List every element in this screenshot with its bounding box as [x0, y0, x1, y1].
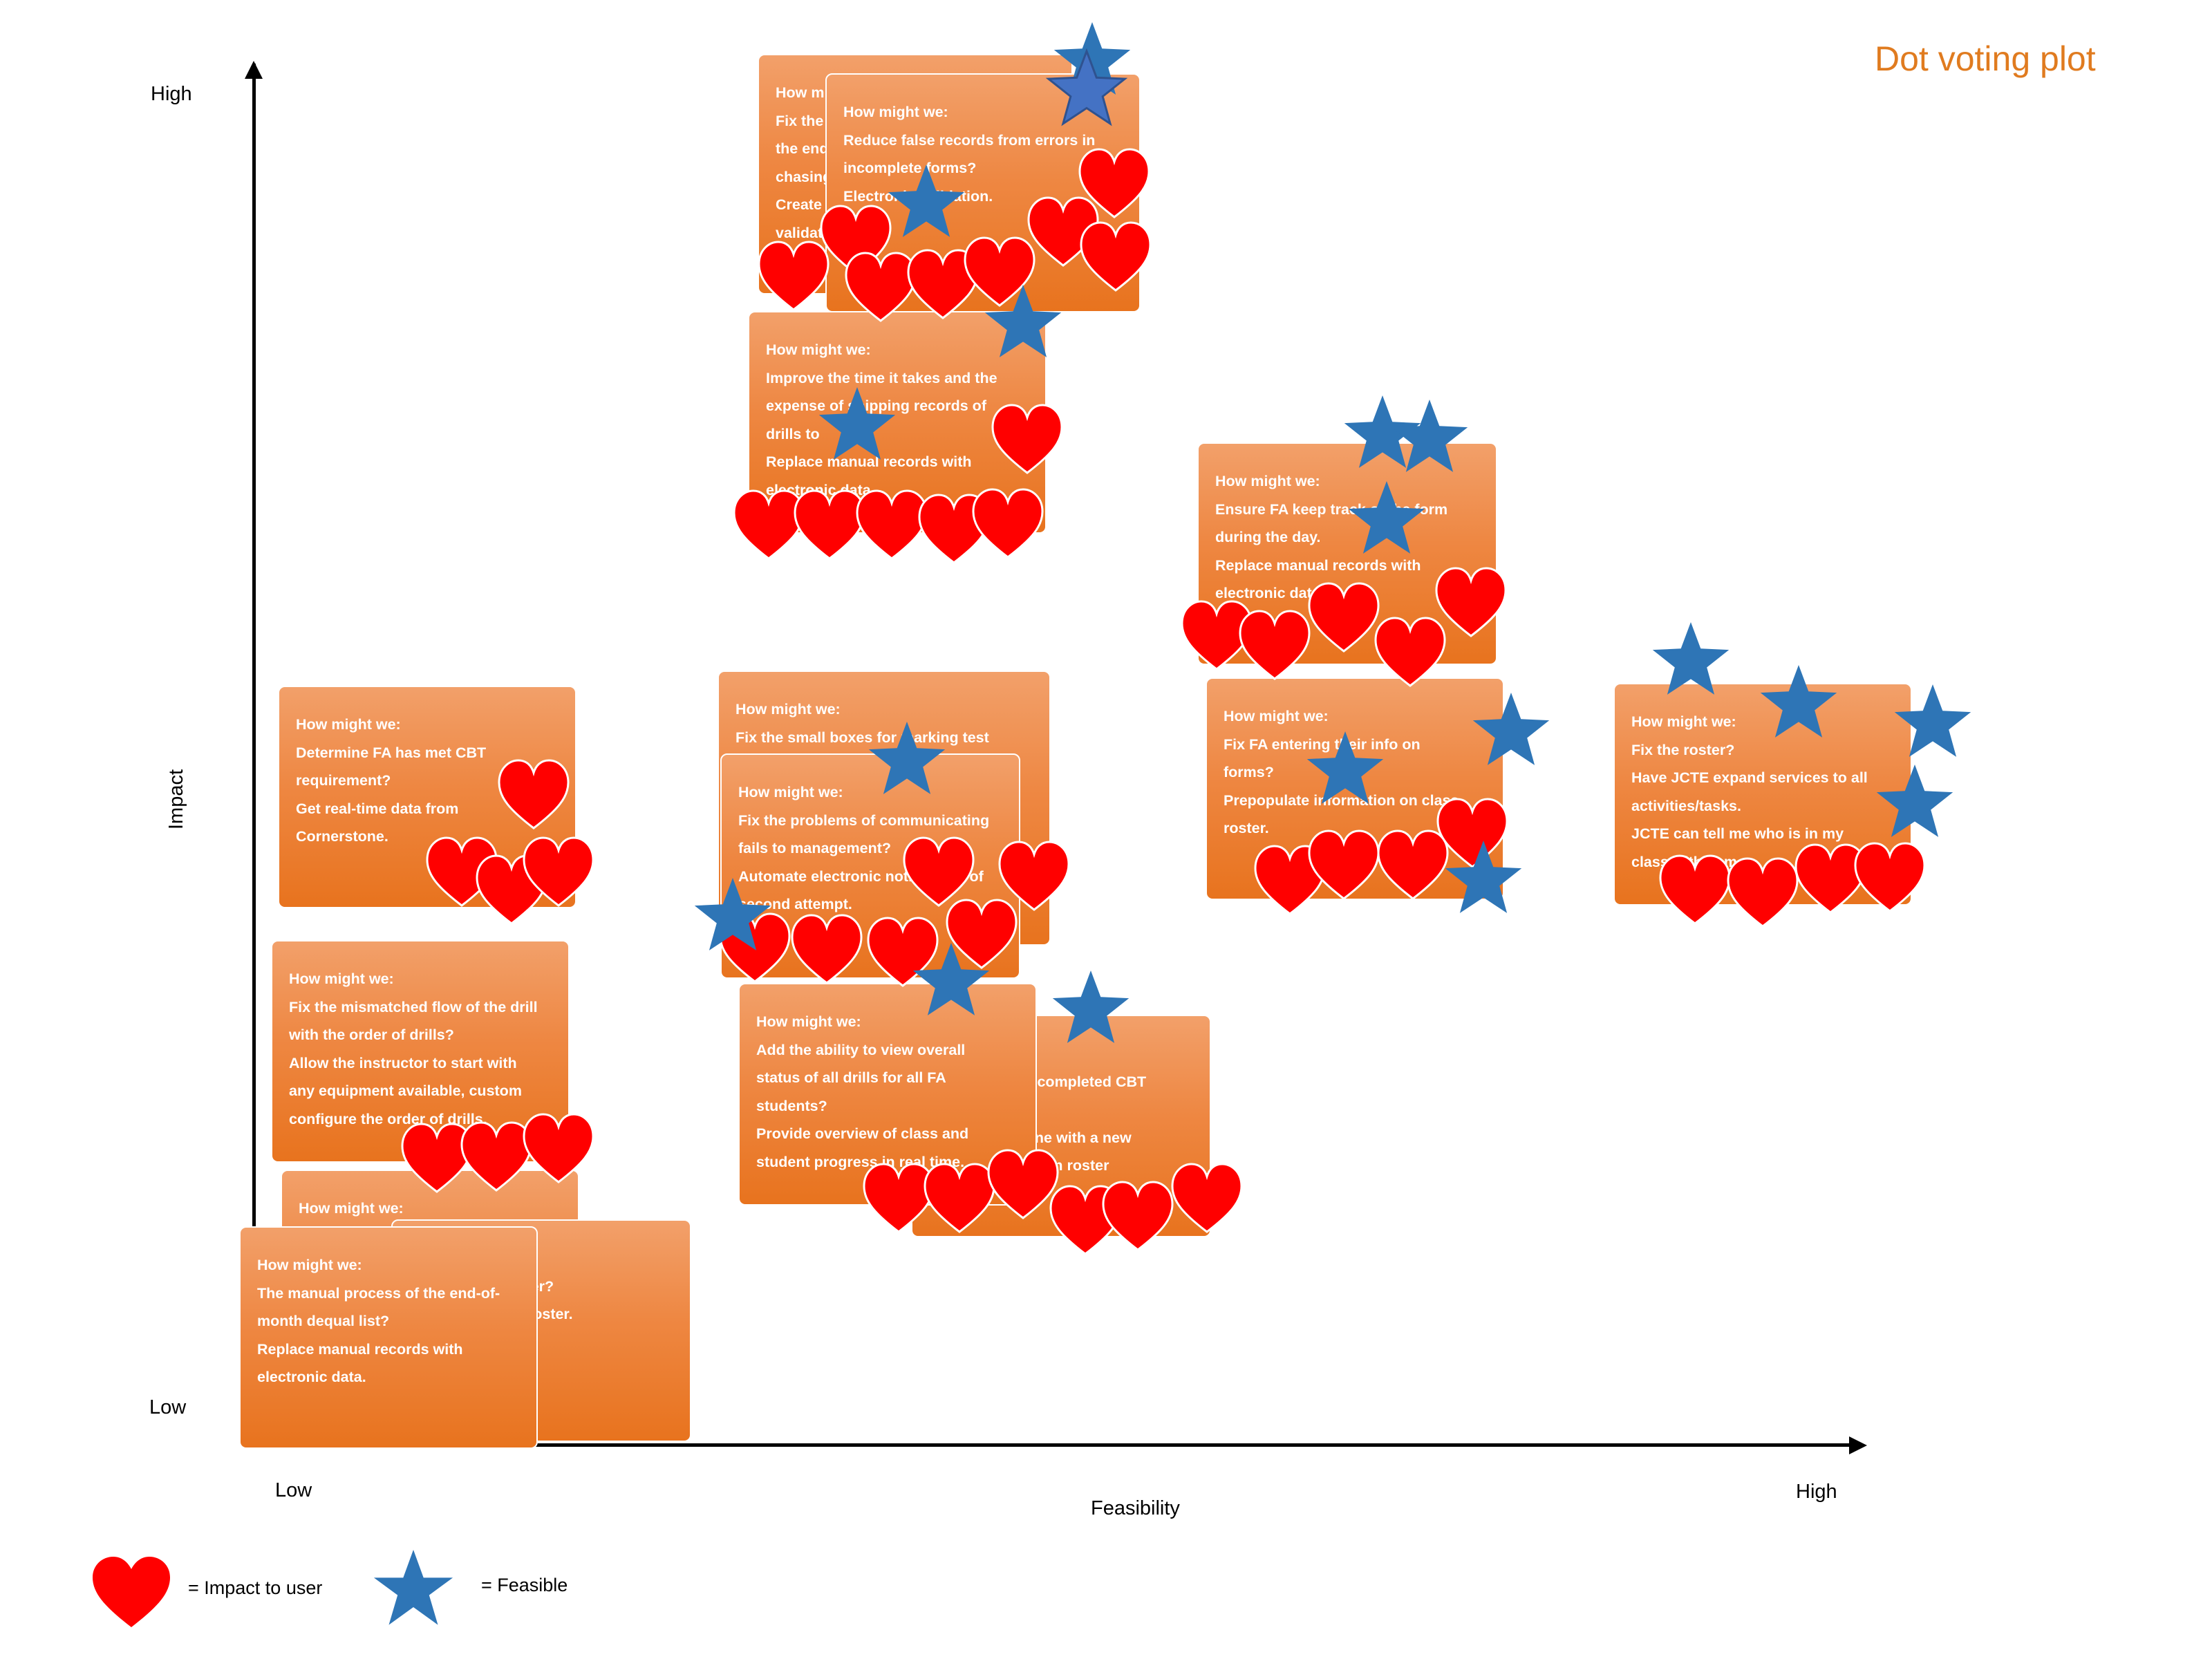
impact-low-label: Low: [149, 1396, 187, 1418]
heart-vote-icon: [1659, 854, 1731, 925]
impact-high-label: High: [151, 83, 192, 105]
card-text: How might we: Ensure FA keep track of th…: [1215, 473, 1448, 601]
star-vote-icon: [694, 878, 771, 950]
card-text: How might we: Add the ability to view ov…: [756, 1013, 969, 1170]
card-text: How might we: Determine FA has met CBT r…: [296, 716, 487, 845]
heart-vote-icon: [903, 836, 975, 907]
feasibility-low-label: Low: [275, 1479, 312, 1501]
heart-vote-icon: [758, 241, 830, 311]
star-vote-icon: [1306, 731, 1384, 804]
heart-vote-icon: [867, 917, 939, 987]
feasibility-axis-line: [252, 1443, 1853, 1447]
heart-vote-icon: [791, 914, 863, 984]
heart-vote-icon: [1078, 148, 1150, 218]
feasibility-axis-arrowhead: [1849, 1436, 1867, 1454]
heart-vote-icon: [1308, 830, 1380, 900]
star-vote-icon: [984, 285, 1062, 357]
heart-vote-icon: [998, 841, 1070, 911]
star-vote-icon: [1053, 22, 1131, 95]
heart-vote-icon: [991, 404, 1063, 474]
card-text: How might we: Fix the mismatched flow of…: [289, 971, 538, 1127]
card-text: How might we: Fix FA entering their info…: [1224, 708, 1459, 836]
heart-vote-icon: [1080, 221, 1152, 292]
feasibility-high-label: High: [1796, 1481, 1837, 1503]
heart-vote-icon: [1854, 842, 1926, 912]
star-vote-icon: [1652, 622, 1730, 695]
star-vote-icon: [1045, 48, 1128, 126]
heart-vote-icon: [972, 488, 1044, 559]
heart-vote-icon: [794, 489, 865, 560]
card-text: How might we: Improve the time it takes …: [766, 341, 997, 498]
heart-vote-icon: [1308, 582, 1380, 653]
heart-vote-icon: [1102, 1181, 1174, 1251]
heart-vote-icon: [964, 236, 1035, 307]
heart-vote-icon: [401, 1123, 473, 1193]
heart-vote-icon: [987, 1149, 1059, 1219]
star-vote-icon: [1472, 693, 1550, 765]
star-vote-icon: [1876, 765, 1953, 837]
card-dequal[interactable]: How might we: The manual process of the …: [239, 1226, 538, 1449]
star-vote-icon: [1344, 395, 1421, 468]
heart-vote-icon: [523, 1113, 594, 1183]
star-vote-icon: [1445, 841, 1522, 913]
heart-vote-icon: [498, 759, 570, 830]
star-vote-icon: [1894, 684, 1971, 757]
heart-vote-icon: [523, 836, 594, 907]
feasibility-axis-title: Feasibility: [1091, 1497, 1180, 1519]
star-vote-icon: [912, 943, 990, 1015]
card-text: How might we: The manual process of the …: [257, 1257, 500, 1385]
legend-heart-label: = Impact to user: [188, 1577, 323, 1598]
legend-star-label: = Feasible: [481, 1575, 568, 1595]
star-vote-icon: [888, 165, 965, 237]
star-vote-icon: [1760, 665, 1837, 738]
heart-vote-icon: [856, 489, 928, 560]
legend-heart-icon: [93, 1557, 170, 1627]
impact-axis-arrowhead: [245, 61, 263, 79]
heart-vote-icon: [1435, 567, 1507, 637]
star-vote-icon: [868, 722, 946, 794]
heart-vote-icon: [1794, 843, 1866, 914]
heart-vote-icon: [460, 1121, 532, 1192]
card-text: How might we: Fix the small boxes for ma…: [735, 701, 989, 746]
heart-vote-icon: [863, 1163, 935, 1233]
impact-axis-line: [252, 64, 256, 1441]
card-text: How mi Fix the the end chasing Create va…: [776, 84, 832, 241]
star-vote-icon: [1052, 971, 1130, 1043]
heart-vote-icon: [733, 489, 805, 560]
heart-vote-icon: [1436, 798, 1508, 868]
heart-vote-icon: [1239, 610, 1311, 680]
heart-vote-icon: [1374, 617, 1446, 687]
heart-vote-icon: [1377, 830, 1449, 900]
heart-vote-icon: [1727, 857, 1799, 928]
plot-title: Dot voting plot: [1875, 39, 2096, 78]
heart-vote-icon: [1171, 1163, 1243, 1233]
heart-vote-icon: [845, 252, 917, 322]
star-vote-icon: [1391, 400, 1468, 472]
star-vote-icon: [818, 387, 896, 460]
legend-star-icon: [373, 1550, 453, 1625]
heart-vote-icon: [946, 899, 1018, 969]
heart-vote-icon: [924, 1163, 995, 1233]
star-vote-icon: [1348, 481, 1425, 554]
